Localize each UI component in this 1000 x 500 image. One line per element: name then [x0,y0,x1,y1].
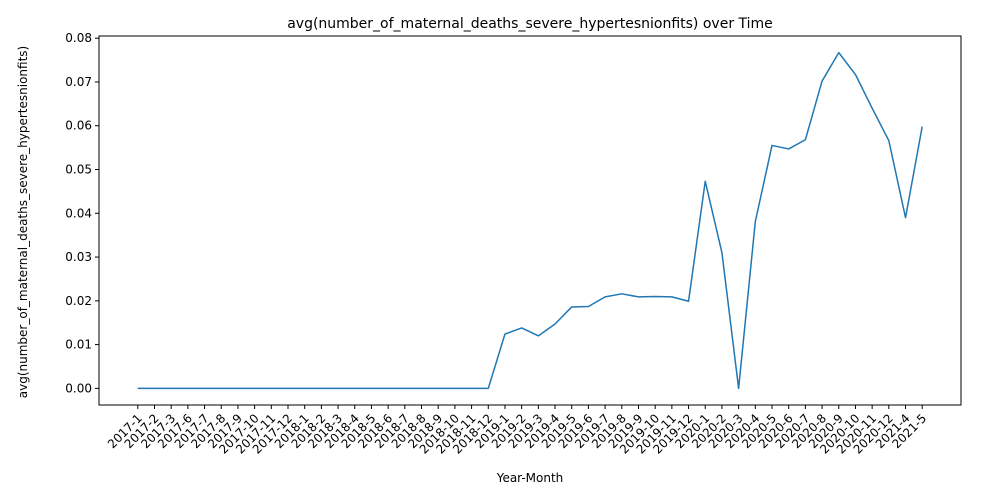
y-tick-label: 0.00 [65,381,92,395]
y-tick-label: 0.01 [65,338,92,352]
x-axis-title: Year-Month [496,471,564,485]
chart-title: avg(number_of_maternal_deaths_severe_hyp… [287,16,773,32]
y-tick-label: 0.08 [65,31,92,45]
y-tick-label: 0.03 [65,250,92,264]
y-axis-title: avg(number_of_maternal_deaths_severe_hyp… [16,46,30,398]
axes-frame [98,35,962,406]
y-tick-label: 0.07 [65,75,92,89]
y-tick-label: 0.05 [65,163,92,177]
y-tick-label: 0.06 [65,119,92,133]
series-line [137,51,923,390]
y-tick-label: 0.04 [65,206,92,220]
y-tick-label: 0.02 [65,294,92,308]
plot-area: 0.000.010.020.030.040.050.060.070.082017… [65,31,962,457]
